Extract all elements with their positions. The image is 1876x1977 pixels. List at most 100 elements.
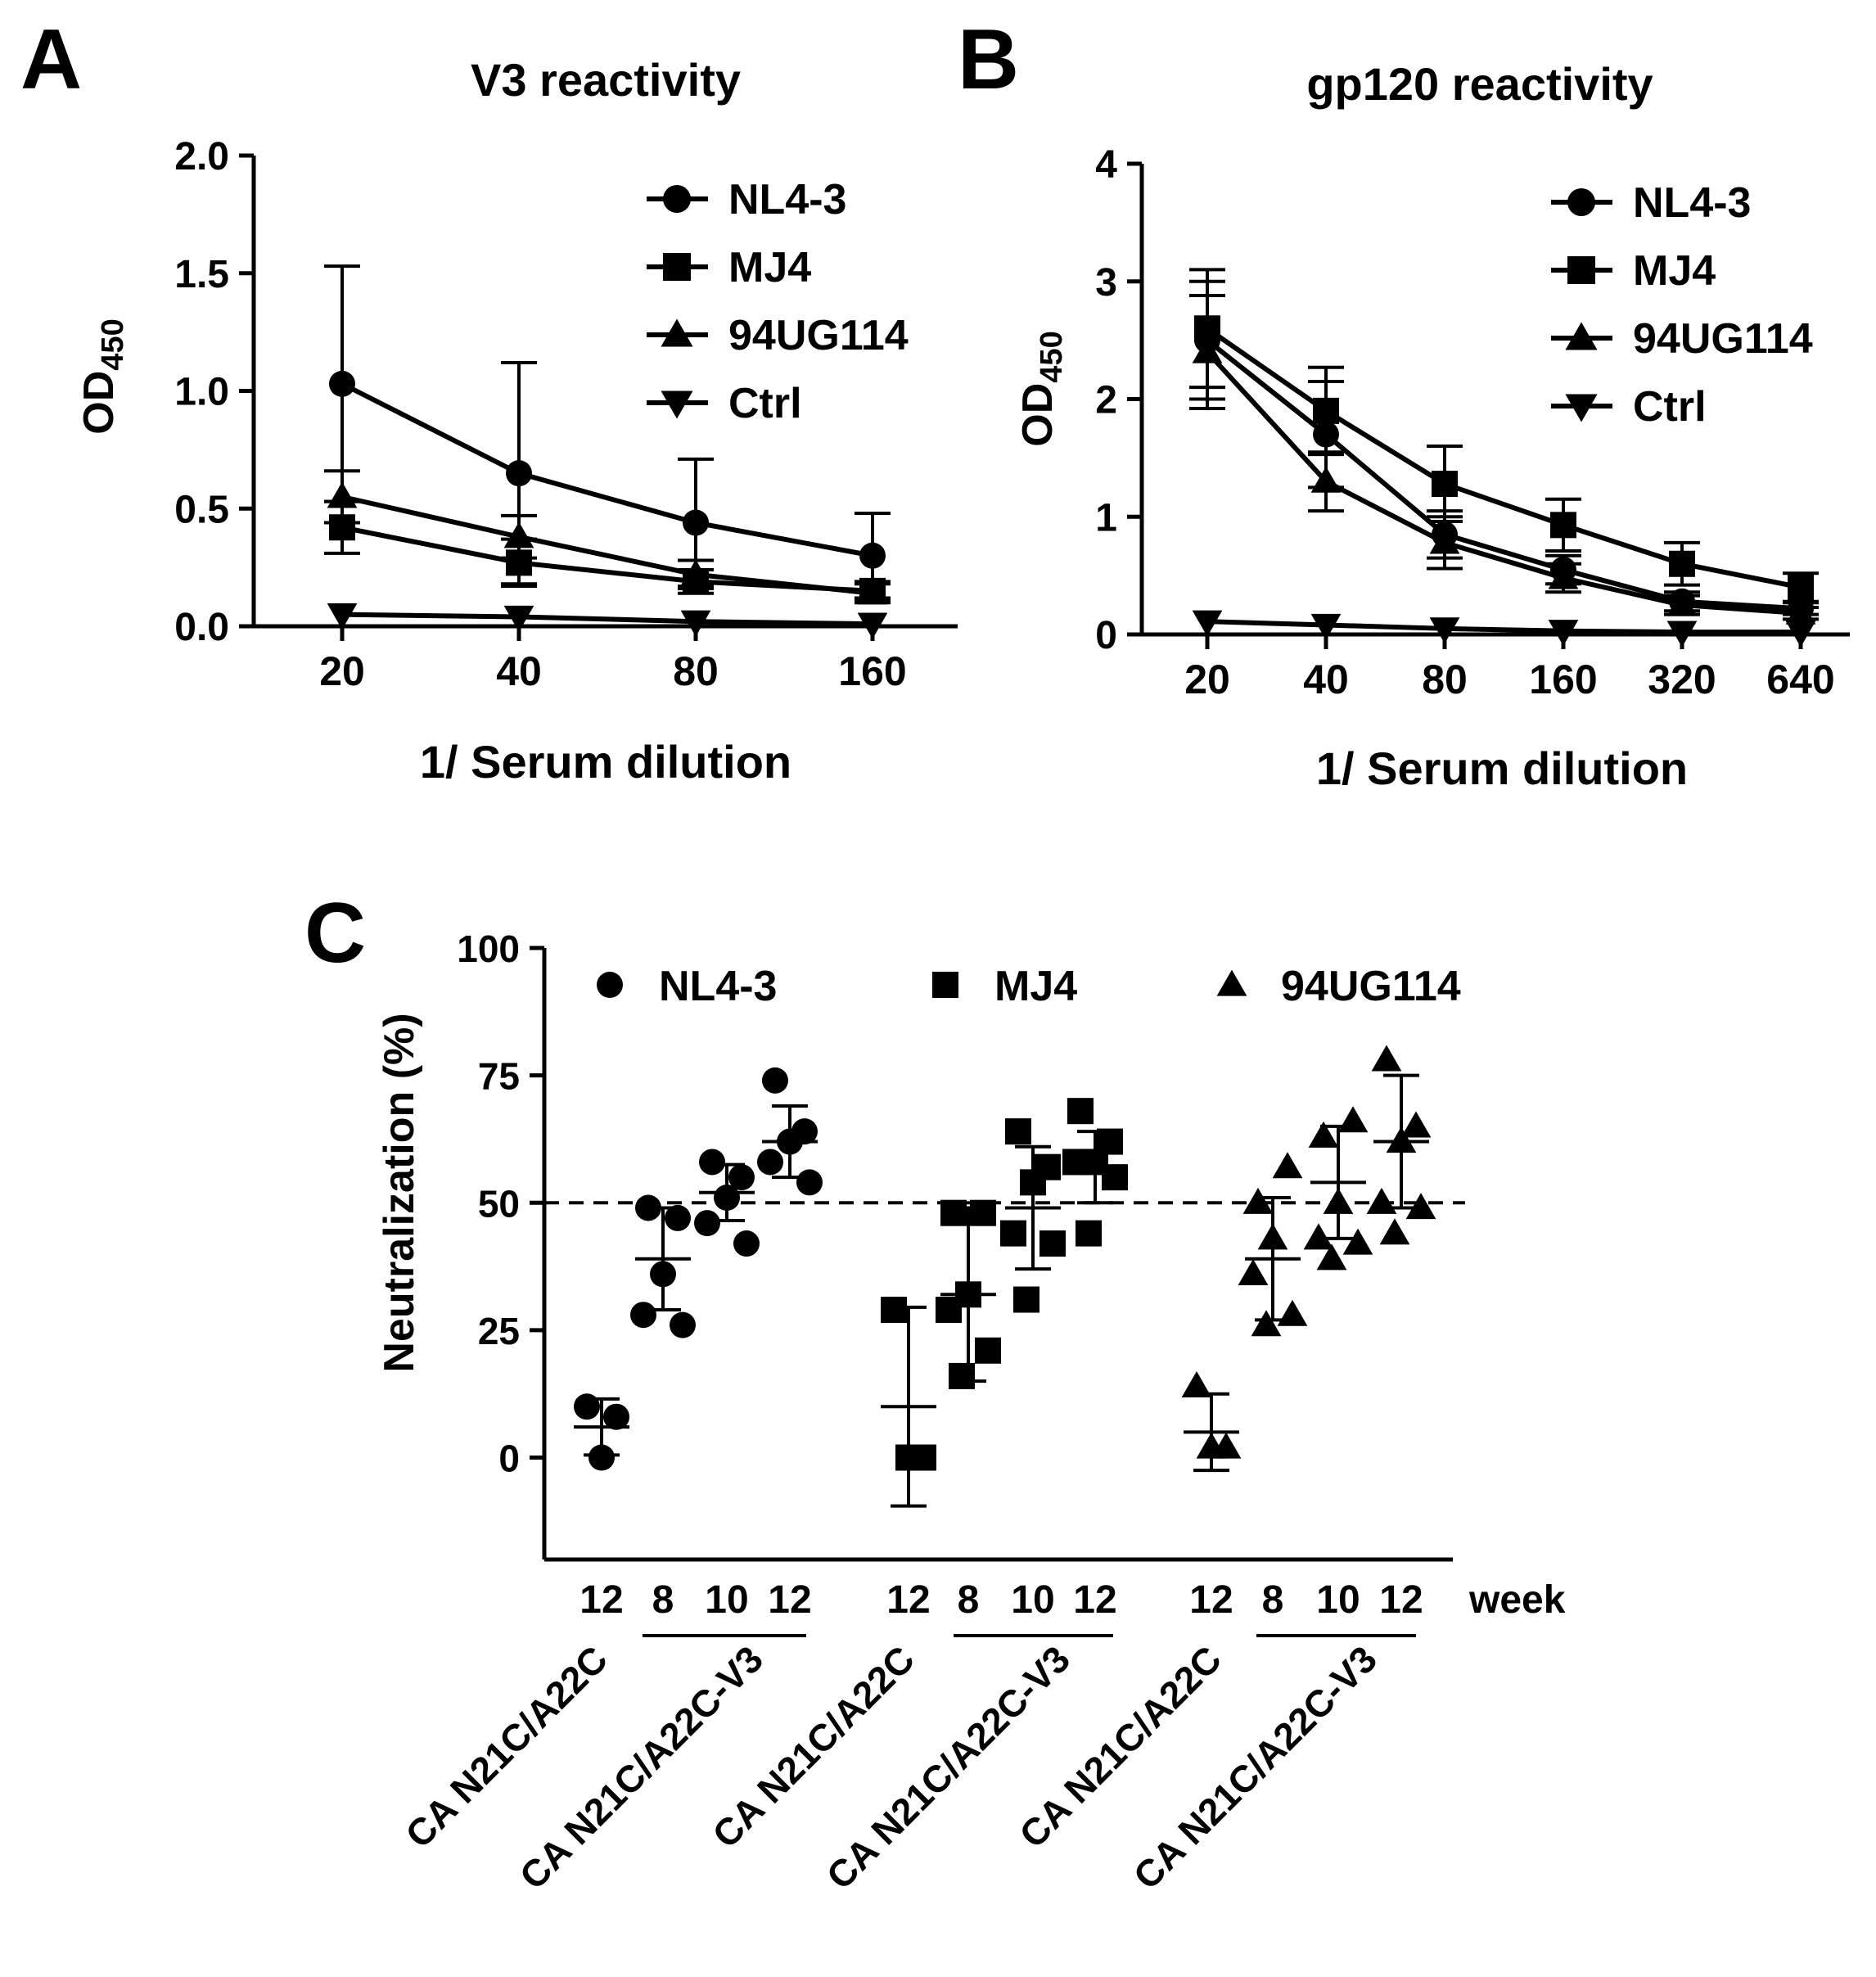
panel-b-series-line: [1206, 338, 1802, 612]
panel-b-data-point: [1432, 471, 1458, 497]
panel-b-series-ctrl: [1192, 610, 1816, 648]
panel-c-week-label: 12: [1379, 1578, 1423, 1622]
panel-a-data-point: [680, 559, 711, 586]
panel-b-legend-marker-square: [1567, 256, 1595, 284]
panel-c-data-point: [1386, 1126, 1417, 1153]
panel-c-data-point: [970, 1199, 996, 1226]
panel-c-data-point: [762, 1067, 788, 1094]
panel-b-data-point: [1788, 574, 1814, 601]
panel-b-y-tick-label: 1: [1095, 496, 1117, 539]
panel-b-data-point: [1192, 336, 1223, 363]
panel-a-legend-label: MJ4: [728, 244, 811, 291]
panel-b-legend-marker-circle: [1567, 188, 1595, 216]
panel-c-group-94ug114: [1366, 1045, 1436, 1245]
panel-b-data-point: [1785, 621, 1816, 648]
panel-a-legend-label: 94UG114: [728, 312, 909, 359]
panel-c-data-point: [1062, 1149, 1089, 1176]
panel-a-legend-marker-triangle: [661, 318, 693, 347]
panel-c-week-label: 12: [886, 1578, 930, 1622]
panel-a-data-point: [683, 509, 709, 536]
panel-b-legend-marker-triangle-down: [1565, 394, 1598, 422]
panel-c-data-point: [1005, 1118, 1031, 1145]
panel-b-x-tick-label: 40: [1303, 657, 1349, 702]
panel-a-legend-marker-triangle-down: [661, 390, 693, 419]
panel-c-data-point: [1323, 1187, 1354, 1214]
panel-c-data-point: [1067, 1098, 1094, 1125]
panel-b-data-point: [1313, 397, 1339, 424]
panel-b-data-point: [1666, 621, 1698, 648]
panel-a-legend-marker-square: [663, 253, 691, 281]
panel-c-group-mj4: [1000, 1118, 1066, 1313]
panel-c-data-point: [1000, 1220, 1026, 1247]
panel-c-y-tick-label: 25: [478, 1310, 520, 1352]
panel-b-x-tick-label: 80: [1422, 657, 1468, 702]
panel-a-title: V3 reactivity: [471, 54, 741, 106]
panel-c-week-axis-label: week: [1468, 1578, 1566, 1622]
panel-c-data-point: [796, 1169, 823, 1196]
panel-a-x-tick-label: 160: [838, 648, 906, 694]
panel-c-legend-label: 94UG114: [1281, 963, 1461, 1010]
panel-c-data-point: [635, 1194, 661, 1221]
panel-b-data-point: [1548, 562, 1579, 589]
panel-a-series-line: [341, 494, 873, 596]
panel-c-data-point: [1039, 1230, 1066, 1257]
panel-c-data-point: [1076, 1220, 1102, 1247]
panel-c-data-point: [1316, 1244, 1347, 1271]
panel-c-data-point: [694, 1210, 720, 1237]
panel-c-legend-marker-circle: [597, 972, 623, 998]
panel-b-data-point: [1550, 512, 1576, 539]
panel-b-data-point: [1192, 610, 1223, 637]
panel-a-legend-label: NL4-3: [728, 176, 846, 223]
panel-b-x-axis-label: 1/ Serum dilution: [1316, 743, 1688, 794]
panel-c-data-point: [975, 1337, 1001, 1364]
panel-c-group-nl4-3: [574, 1393, 629, 1471]
panel-b-y-tick-label: 2: [1095, 379, 1117, 422]
panel-a-y-tick-label: 0.5: [174, 488, 229, 531]
panel-a-series-94ug114: [324, 469, 891, 605]
panel-b-series-line: [1206, 619, 1801, 635]
panel-a-y-axis-label: OD450: [75, 318, 130, 434]
panel-b-x-tick-label: 320: [1648, 657, 1716, 702]
panel-a-data-point: [857, 578, 888, 605]
panel-a: A V3 reactivity OD450 1/ Serum dilution …: [20, 12, 958, 788]
panel-a-data-point: [857, 612, 888, 639]
panel-c-data-point: [1371, 1045, 1402, 1072]
panel-c-data-point: [1342, 1228, 1373, 1255]
panel-c-data-point: [1196, 1432, 1227, 1459]
panel-c-group-mj4: [1062, 1098, 1128, 1247]
panel-a-data-point: [503, 521, 534, 548]
panel-c-week-label: 8: [1262, 1578, 1284, 1622]
panel-c-week-label: 12: [1073, 1578, 1116, 1622]
panel-b-data-point: [1666, 589, 1698, 616]
panel-c-data-point: [714, 1185, 740, 1212]
panel-c-data-point: [574, 1393, 600, 1420]
panel-c-week-label: 12: [768, 1578, 811, 1622]
panel-c-data-point: [1102, 1164, 1128, 1191]
panel-b-label: B: [958, 12, 1019, 107]
panel-c-y-tick-label: 0: [498, 1438, 520, 1480]
panel-a-y-axis-label-main: OD: [75, 371, 123, 435]
panel-c-week-label: 8: [958, 1578, 980, 1622]
panel-b-legend-marker-triangle: [1565, 322, 1598, 350]
panel-a-x-axis-label: 1/ Serum dilution: [420, 736, 791, 788]
panel-a-series-mj4: [324, 499, 891, 604]
panel-c-data-point: [1308, 1121, 1339, 1148]
panel-a-data-point: [327, 603, 358, 630]
panel-b-x-tick-label: 640: [1766, 657, 1834, 702]
panel-b-data-point: [1310, 613, 1342, 640]
panel-b-data-point: [1429, 527, 1460, 554]
panel-a-legend-marker-circle: [663, 185, 691, 213]
panel-a-y-tick-label: 0.0: [174, 606, 229, 649]
panel-c-week-label: 10: [1316, 1578, 1360, 1622]
panel-b-y-tick-label: 4: [1095, 143, 1117, 187]
panel-b-series-line: [1205, 350, 1802, 616]
panel-c-data-point: [603, 1403, 629, 1430]
panel-c-data-point: [881, 1296, 907, 1323]
panel-b-x-tick-label: 160: [1529, 657, 1597, 702]
panel-a-series-ctrl: [327, 603, 888, 639]
panel-c-data-point: [949, 1362, 975, 1389]
panel-c-data-point: [1242, 1187, 1274, 1214]
panel-a-data-point: [680, 610, 711, 637]
panel-b-series-mj4: [1189, 268, 1819, 603]
